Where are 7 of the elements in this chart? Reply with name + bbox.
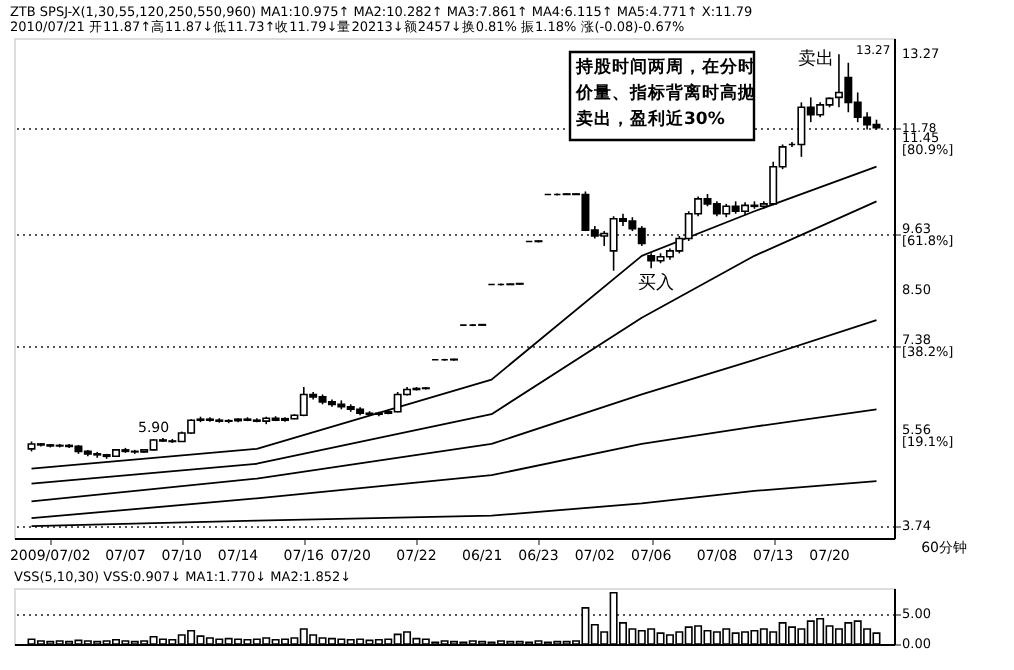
line-series: [30, 480, 878, 528]
line-series: [30, 200, 878, 485]
annotation: 买入: [638, 272, 674, 294]
line-series: [30, 319, 878, 503]
annotation: 卖出: [798, 48, 834, 70]
line-series: [30, 408, 878, 520]
line-series: [30, 165, 878, 470]
